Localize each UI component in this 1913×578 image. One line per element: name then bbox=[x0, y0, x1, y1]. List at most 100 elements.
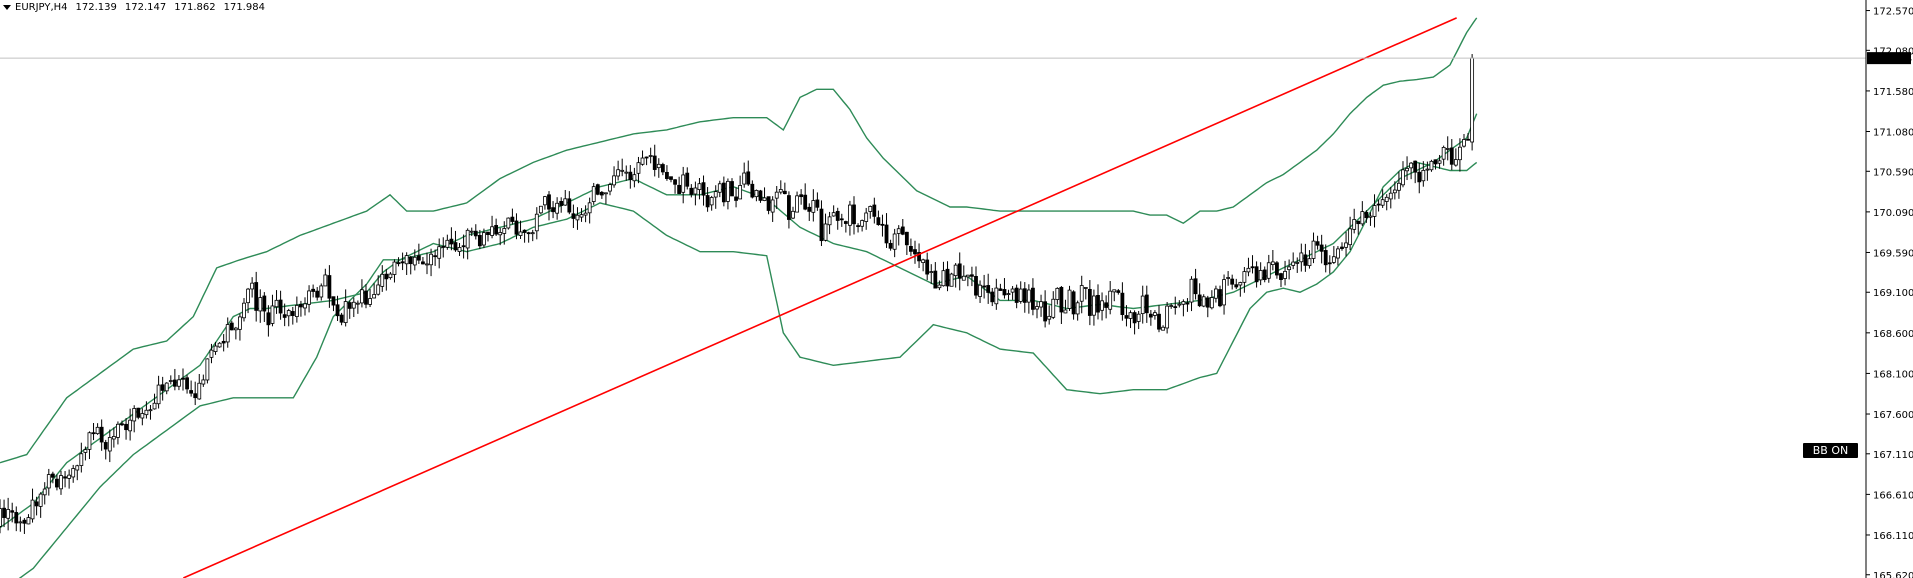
candle-body bbox=[1035, 306, 1039, 310]
candle-body bbox=[1148, 313, 1153, 318]
candle bbox=[201, 374, 206, 387]
candle bbox=[1307, 250, 1312, 269]
candle bbox=[1002, 278, 1007, 299]
collapse-triangle-icon[interactable] bbox=[3, 4, 11, 10]
candle-body bbox=[1323, 250, 1328, 266]
candle-body bbox=[583, 212, 588, 216]
candle bbox=[262, 292, 267, 322]
candle-body bbox=[900, 226, 905, 235]
candle-body bbox=[1120, 292, 1125, 315]
candle-body bbox=[1449, 147, 1454, 165]
candle-body bbox=[396, 262, 401, 265]
candle bbox=[55, 474, 59, 491]
candle bbox=[791, 206, 795, 220]
candle-body bbox=[1006, 293, 1011, 295]
candle bbox=[421, 256, 425, 265]
candle bbox=[1096, 284, 1100, 320]
candle bbox=[282, 303, 287, 327]
candle-body bbox=[1409, 162, 1414, 169]
candle bbox=[709, 195, 714, 211]
candle bbox=[140, 408, 145, 426]
candle-body bbox=[1380, 199, 1385, 206]
candle bbox=[892, 228, 897, 258]
candle bbox=[770, 196, 775, 222]
candle-body bbox=[770, 199, 775, 213]
candle bbox=[754, 189, 759, 202]
candle-body bbox=[486, 231, 490, 236]
candle-body bbox=[526, 232, 531, 235]
candle bbox=[26, 514, 31, 525]
candle bbox=[156, 375, 161, 409]
candle-body bbox=[477, 235, 482, 247]
candle bbox=[461, 234, 466, 259]
candle bbox=[185, 374, 189, 394]
candle bbox=[22, 518, 27, 534]
candle bbox=[197, 373, 202, 400]
symbol-label: EURJPY,H4 bbox=[15, 2, 68, 13]
candle bbox=[181, 368, 185, 391]
candle bbox=[538, 205, 543, 215]
candle bbox=[591, 182, 596, 205]
candle bbox=[555, 197, 560, 220]
candle bbox=[1401, 161, 1405, 188]
candle bbox=[1201, 294, 1206, 308]
candle-body bbox=[1307, 258, 1312, 267]
candle-body bbox=[909, 245, 913, 252]
candle-body bbox=[591, 186, 596, 202]
candle-body bbox=[660, 164, 665, 173]
candle-body bbox=[750, 183, 755, 198]
price-tick-label: 169.590 bbox=[1873, 248, 1913, 259]
candle-body bbox=[461, 245, 466, 248]
candle bbox=[547, 191, 551, 221]
candle-body bbox=[1177, 303, 1182, 306]
candle bbox=[278, 290, 283, 320]
candle bbox=[1425, 161, 1430, 181]
candle bbox=[665, 165, 669, 181]
candle-body bbox=[807, 206, 812, 212]
candle-body bbox=[75, 465, 80, 471]
candle-body bbox=[587, 202, 592, 214]
candle-body bbox=[701, 182, 706, 196]
candle-body bbox=[136, 407, 141, 418]
candle bbox=[1380, 189, 1385, 208]
candle-body bbox=[242, 302, 246, 319]
candle-body bbox=[1433, 159, 1438, 165]
candle-body bbox=[746, 171, 751, 185]
candle bbox=[120, 420, 124, 427]
candle bbox=[734, 187, 738, 208]
candle bbox=[848, 200, 852, 236]
candle-body bbox=[469, 230, 474, 233]
candle bbox=[628, 165, 633, 189]
candle bbox=[1466, 132, 1470, 141]
candle-body bbox=[949, 273, 954, 287]
candle bbox=[59, 470, 63, 495]
candle-body bbox=[681, 174, 686, 193]
candle bbox=[1291, 252, 1296, 270]
candle-body bbox=[1067, 289, 1072, 309]
candle-body bbox=[669, 176, 673, 180]
candle-body bbox=[852, 204, 856, 225]
candle bbox=[807, 203, 812, 221]
candle bbox=[608, 182, 612, 196]
candle bbox=[526, 231, 531, 243]
candle-body bbox=[1287, 266, 1292, 271]
candle-body bbox=[1417, 171, 1422, 183]
candle bbox=[567, 191, 572, 215]
bb-toggle-button[interactable]: BB ON bbox=[1803, 443, 1858, 458]
candle bbox=[1043, 290, 1048, 328]
candle-body bbox=[1270, 261, 1275, 266]
candle bbox=[177, 375, 181, 391]
candle bbox=[331, 296, 336, 312]
candle-body bbox=[0, 508, 2, 527]
candle bbox=[1185, 298, 1190, 312]
candle bbox=[815, 192, 820, 211]
candle bbox=[644, 156, 649, 166]
candle-body bbox=[63, 476, 67, 479]
candle-body bbox=[534, 213, 539, 232]
candle-body bbox=[811, 200, 816, 213]
candle bbox=[1083, 287, 1088, 300]
candle bbox=[1234, 278, 1239, 290]
candle bbox=[795, 191, 799, 213]
